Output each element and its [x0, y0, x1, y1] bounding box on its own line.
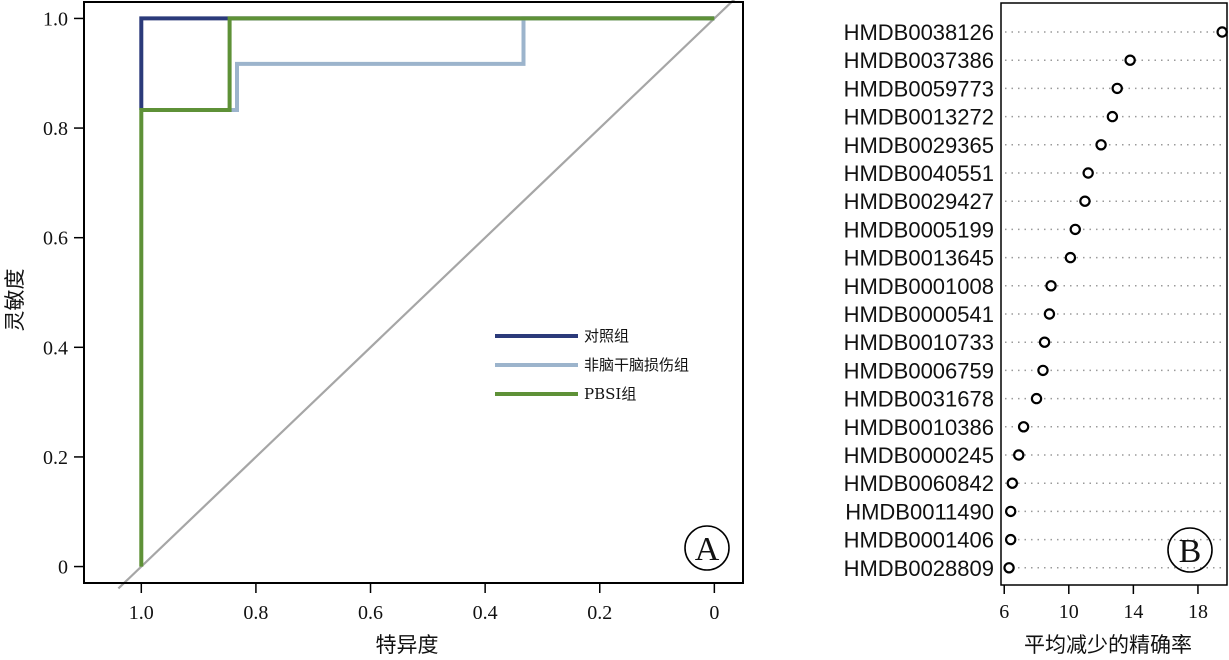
y-tick-label: 0.4 [43, 337, 68, 359]
importance-point [1095, 139, 1107, 151]
importance-point [1003, 562, 1015, 574]
x-axis-title: 特异度 [376, 633, 439, 657]
category-label: HMDB0011490 [845, 499, 994, 524]
importance-point [1124, 54, 1136, 66]
category-label: HMDB0010386 [844, 415, 994, 440]
y-tick-label: 0.6 [43, 228, 68, 250]
roc-series-layer [139, 16, 715, 567]
reference-line-layer [117, 0, 736, 590]
y-tick-label: 0.2 [43, 447, 68, 469]
category-label: HMDB0040551 [844, 161, 994, 186]
x-axis: 1.0 0.8 0.6 0.4 0.2 0 [129, 583, 719, 624]
panel-b-label-circle [1167, 527, 1213, 573]
importance-point [1082, 167, 1094, 179]
roc-line-2 [141, 16, 715, 112]
panel-b-frame [1000, 2, 1228, 586]
legend-label: PBSI组 [584, 385, 636, 403]
category-label: HMDB0037386 [844, 48, 994, 73]
panel-a-frame [83, 1, 744, 584]
importance-point [1017, 421, 1030, 433]
x-tick-label: 18 [1188, 601, 1208, 623]
importance-point [1038, 336, 1051, 348]
x-tick-label: 0 [709, 602, 719, 624]
panel-b-dot-chart: HMDB0038126 HMDB0037386 HMDB0059773 HMDB001… [844, 2, 1228, 657]
dotted-gridlines [1005, 31, 1224, 569]
importance-point [1030, 392, 1043, 405]
category-label: HMDB0029427 [844, 189, 994, 214]
x-axis-title: 平均减少的精确率 [1024, 633, 1192, 657]
panel-a-label: A [695, 531, 720, 568]
category-label: HMDB0060842 [844, 471, 994, 496]
importance-point [1216, 26, 1228, 38]
category-labels: HMDB0038126 HMDB0037386 HMDB0059773 HMDB001… [844, 20, 994, 581]
y-tick-label: 0.8 [43, 118, 68, 140]
x-tick-label: 14 [1123, 601, 1143, 623]
importance-point [1069, 223, 1081, 236]
category-label: HMDB0028809 [844, 556, 994, 581]
panel-a-label-circle [684, 525, 730, 571]
category-label: HMDB0031678 [844, 387, 994, 412]
roc-line-3 [139, 16, 715, 567]
importance-point [1004, 533, 1017, 546]
category-label: HMDB0010733 [844, 330, 994, 355]
y-axis: 0 0.2 0.4 0.6 0.8 1.0 [43, 8, 84, 579]
importance-point [1037, 364, 1049, 377]
y-tick-label: 0 [58, 557, 68, 579]
y-tick-label: 1.0 [43, 8, 68, 30]
category-label: HMDB0001406 [844, 528, 994, 553]
importance-point [1079, 195, 1091, 207]
importance-point [1043, 308, 1056, 320]
category-label: HMDB0059773 [844, 76, 994, 101]
category-label: HMDB0013645 [844, 246, 994, 271]
importance-point [1004, 505, 1017, 518]
category-label: HMDB0005199 [844, 217, 994, 242]
category-label: HMDB0006759 [844, 358, 994, 383]
y-axis-title: 灵敏度 [3, 269, 27, 332]
category-label: HMDB0038126 [844, 20, 994, 45]
importance-point [1064, 251, 1077, 264]
category-label: HMDB0000541 [844, 302, 994, 327]
category-label: HMDB0001008 [844, 274, 994, 299]
x-axis: 6 10 14 18 [999, 585, 1208, 623]
category-label: HMDB0000245 [844, 443, 994, 468]
x-tick-label: 0.2 [587, 602, 612, 624]
legend-label: 对照组 [584, 327, 629, 345]
importance-point [1013, 449, 1025, 461]
x-tick-label: 0.6 [358, 602, 383, 624]
x-tick-label: 10 [1059, 601, 1079, 623]
importance-point [1006, 477, 1019, 489]
x-tick-label: 1.0 [129, 602, 154, 624]
importance-point [1045, 280, 1057, 292]
x-tick-label: 6 [999, 601, 1009, 623]
panel-b-label: B [1179, 533, 1202, 570]
category-label: HMDB0029365 [844, 133, 994, 158]
category-label: HMDB0013272 [844, 105, 994, 130]
panel-a-roc-chart: 0 0.2 0.4 0.6 0.8 1.0 1.0 0.8 0.6 0.4 0.2 0 特异度 灵敏… [3, 0, 744, 657]
importance-points [1003, 26, 1228, 574]
importance-point [1106, 110, 1119, 123]
x-tick-label: 0.8 [243, 602, 268, 624]
legend-label: 非脑干脑损伤组 [584, 356, 689, 374]
reference-diagonal [117, 0, 736, 590]
importance-point [1111, 82, 1123, 95]
x-tick-label: 0.4 [473, 602, 498, 624]
